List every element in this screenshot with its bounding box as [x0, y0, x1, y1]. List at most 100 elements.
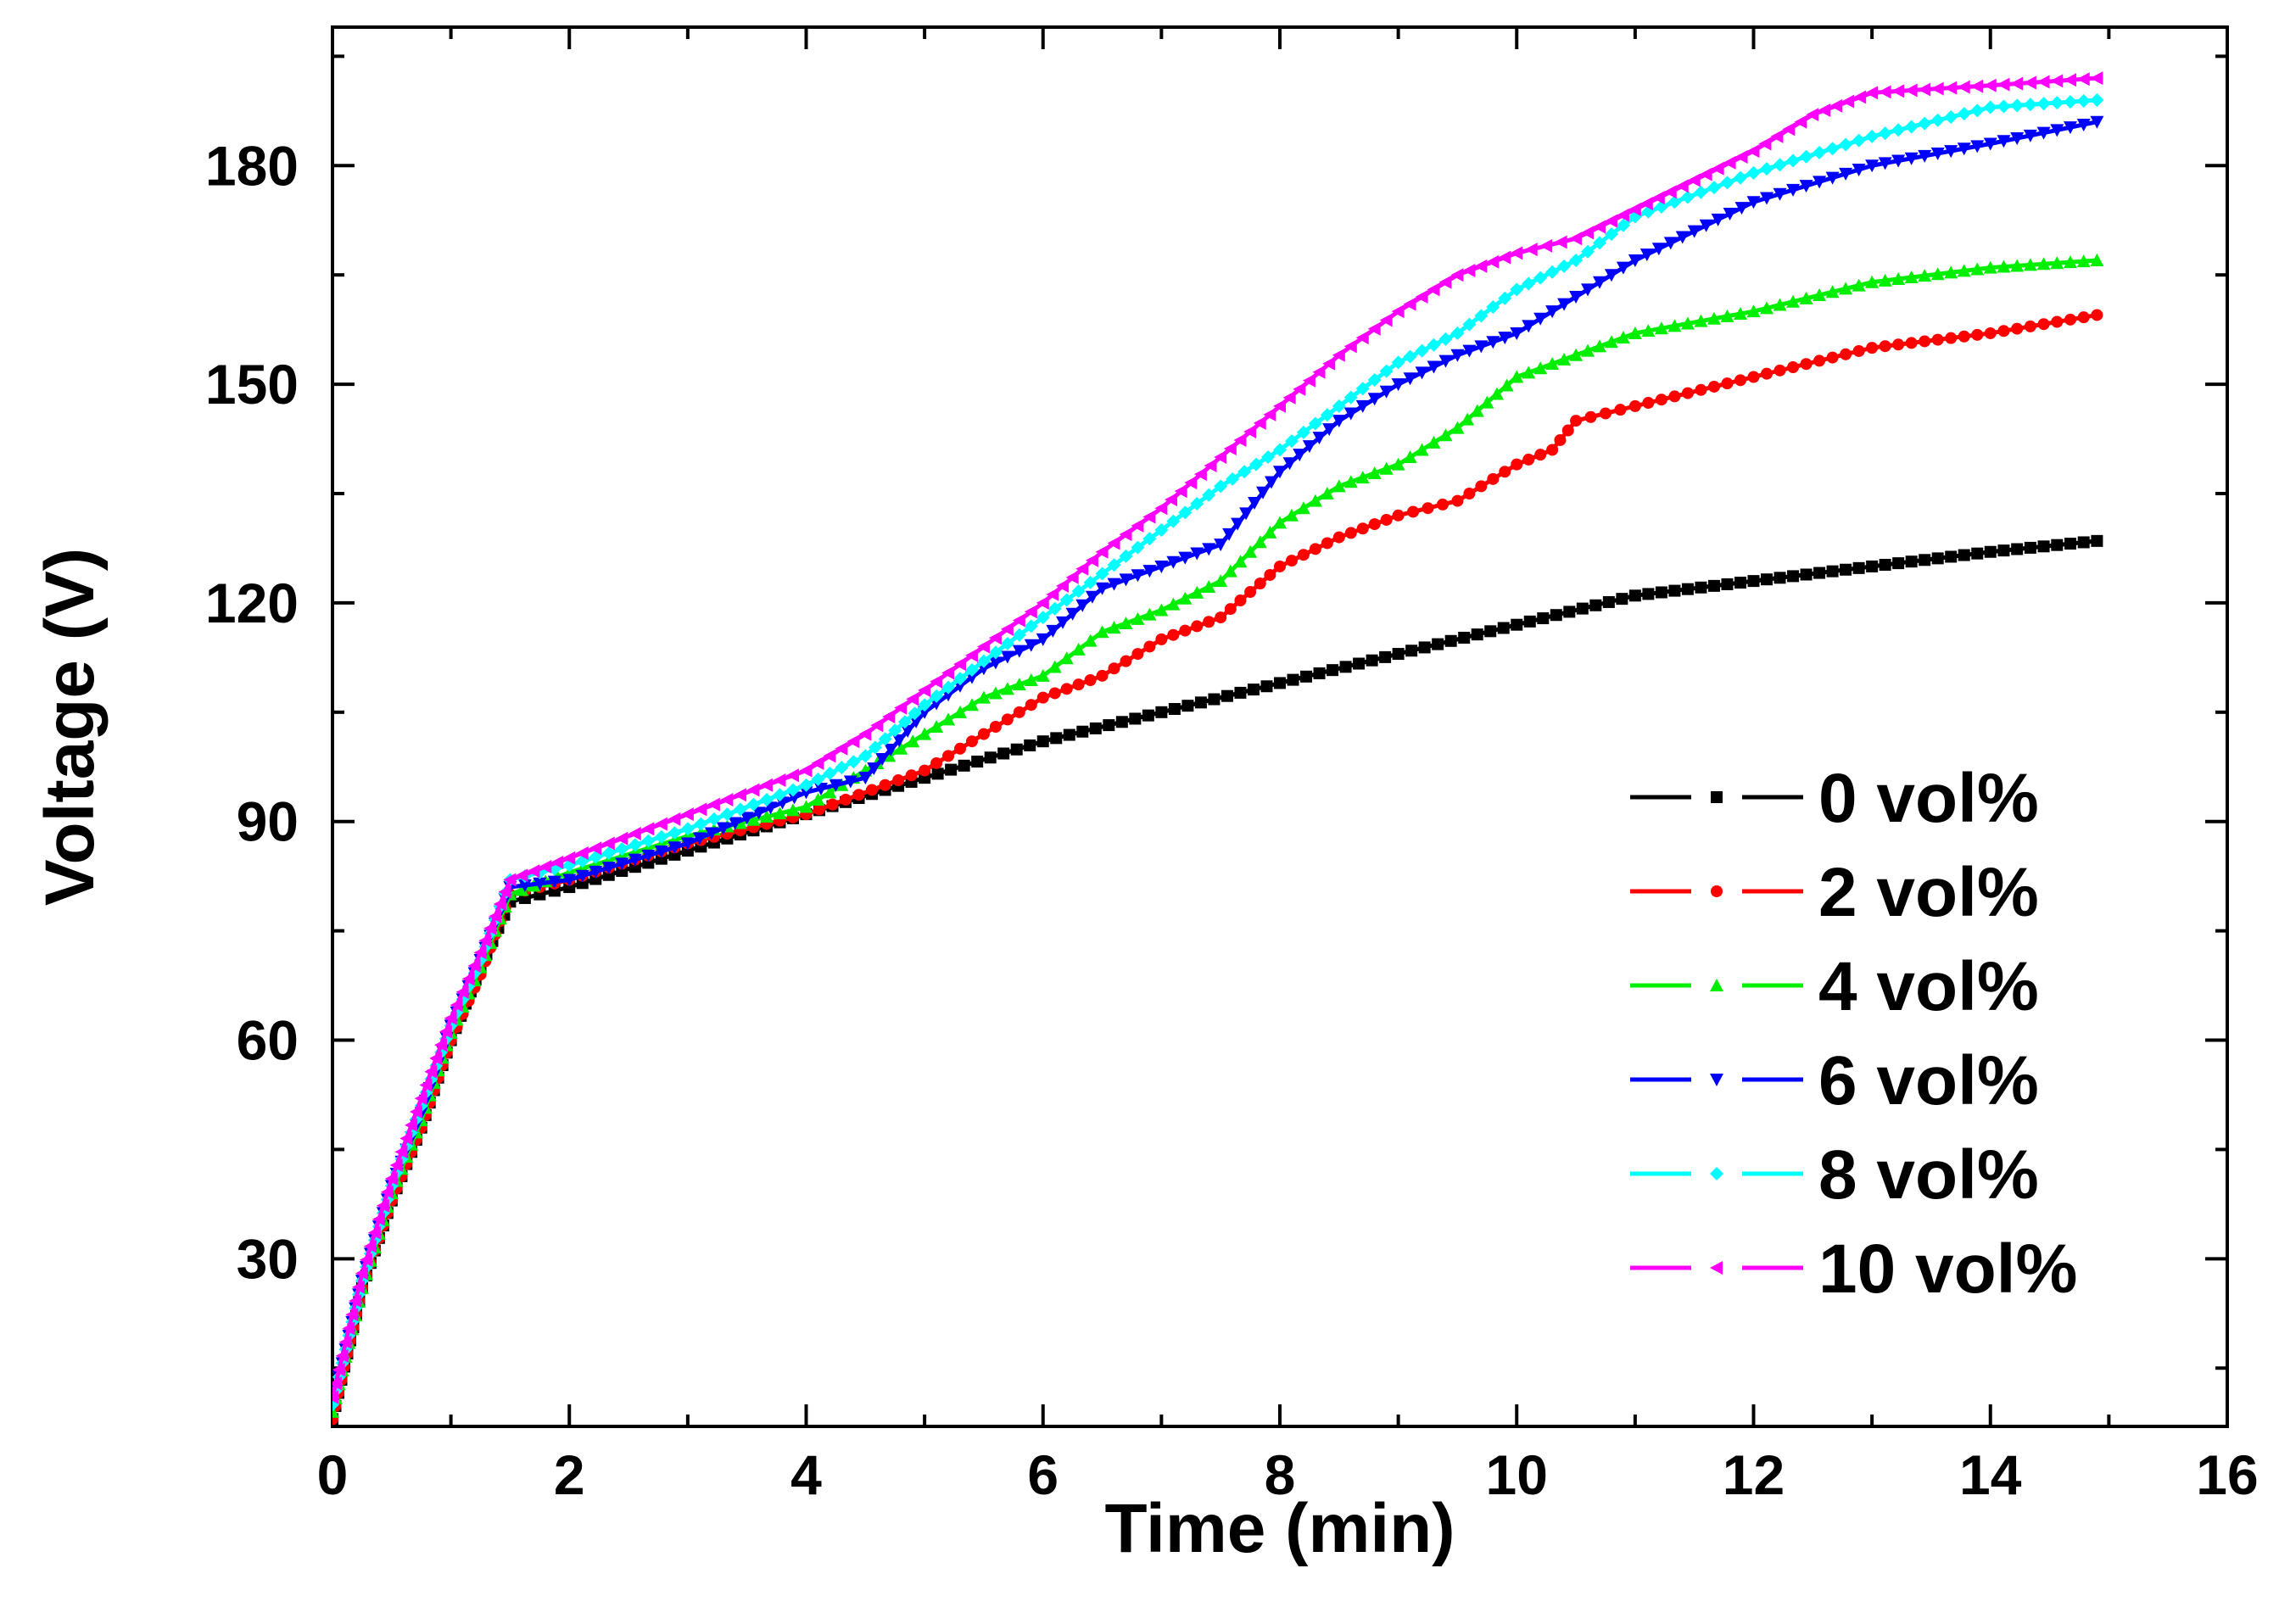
series-point: [384, 1171, 398, 1186]
series-point: [1720, 176, 1734, 190]
series-point: [1569, 348, 1584, 361]
series-point: [1570, 415, 1583, 427]
series-point: [1432, 638, 1444, 650]
series-point: [1997, 325, 2010, 338]
series-point: [1557, 259, 1572, 273]
series-point: [1734, 149, 1748, 164]
series-point: [1129, 712, 1142, 725]
series-point: [1075, 561, 1089, 576]
series-point: [1427, 282, 1440, 297]
series-point: [2024, 541, 2036, 554]
series-point: [680, 837, 695, 851]
series-point: [1945, 550, 1958, 563]
series-point: [1096, 669, 1109, 682]
series-point: [2091, 309, 2103, 321]
series-point: [1498, 250, 1511, 265]
series-point: [2036, 257, 2051, 271]
series-point: [1450, 268, 1464, 282]
series-point: [942, 750, 955, 762]
series-point: [958, 759, 970, 772]
series-point: [1628, 202, 1641, 216]
series-point: [1107, 578, 1121, 591]
series-point: [1930, 113, 1945, 127]
series-point: [1332, 399, 1346, 413]
series-point: [884, 744, 898, 757]
series-point: [680, 807, 694, 822]
series-point: [2090, 92, 2104, 107]
series-point: [2076, 72, 2090, 87]
series-point: [1214, 539, 1228, 552]
series-point: [1825, 142, 1840, 156]
series-point: [1944, 81, 1958, 95]
series-point: [1773, 158, 1787, 172]
series-point: [2051, 315, 2064, 328]
series-point: [1557, 298, 1572, 311]
series-point: [615, 842, 629, 857]
series-point: [1554, 235, 1567, 249]
series-point: [1379, 364, 1394, 378]
series-point: [405, 1118, 418, 1132]
series-point: [1403, 349, 1417, 364]
series-point: [1013, 706, 1025, 718]
series-point: [2036, 97, 2051, 111]
series-point: [1179, 624, 1192, 637]
series-point: [1510, 326, 1524, 340]
x-axis: 0 2 4 6 8 10 12 14 16: [317, 27, 2259, 1506]
series-point: [1616, 218, 1630, 232]
series-point: [892, 774, 905, 787]
series-point: [498, 885, 511, 899]
series-point: [1500, 378, 1514, 392]
series-point: [601, 845, 616, 860]
series-point: [1343, 390, 1358, 405]
series-point: [2010, 76, 2024, 91]
series-point: [628, 827, 641, 841]
series-point: [1878, 273, 1892, 287]
series-point: [1480, 395, 1494, 409]
series-point: [2090, 71, 2103, 86]
series-point: [1654, 321, 1668, 335]
series-point: [1930, 81, 1944, 96]
series-point: [1309, 543, 1321, 555]
series-point: [1339, 661, 1352, 673]
series-point: [1024, 639, 1038, 652]
series-point: [1760, 162, 1774, 176]
legend-marker: [1711, 885, 1723, 897]
series-point: [892, 734, 907, 747]
series-point: [953, 657, 967, 672]
series-point: [680, 822, 695, 836]
series-point: [1083, 633, 1098, 647]
series-point: [1036, 595, 1049, 610]
series-point: [1222, 527, 1237, 541]
series-point: [1675, 231, 1690, 244]
series-point: [931, 767, 944, 780]
series-point: [1273, 466, 1287, 479]
series-point: [1813, 146, 1827, 160]
series-point: [1265, 476, 1279, 489]
series-point: [953, 672, 968, 686]
series-point: [1461, 412, 1475, 426]
series-point: [488, 909, 501, 924]
series-point: [1450, 349, 1465, 362]
series-point: [1450, 421, 1465, 434]
series-point: [1799, 291, 1813, 304]
series-point: [1392, 509, 1405, 522]
series-point: [1773, 187, 1787, 201]
series-point: [409, 1105, 422, 1119]
series-point: [1083, 575, 1098, 589]
series-point: [467, 958, 481, 973]
series-point: [1919, 335, 1931, 348]
series-point: [1470, 404, 1484, 417]
series-point: [1734, 577, 1746, 589]
series-point: [2076, 118, 2091, 131]
series-point: [352, 1280, 366, 1294]
series-point: [1119, 527, 1132, 542]
series-point: [1155, 706, 1168, 718]
series-point: [1108, 662, 1120, 675]
series-point: [1474, 340, 1489, 354]
series-point: [1930, 147, 1945, 160]
series-point: [1308, 494, 1322, 507]
series-point: [1958, 330, 1970, 343]
series-point: [1407, 505, 1420, 518]
series-point: [988, 686, 1003, 700]
series-point: [866, 784, 879, 796]
